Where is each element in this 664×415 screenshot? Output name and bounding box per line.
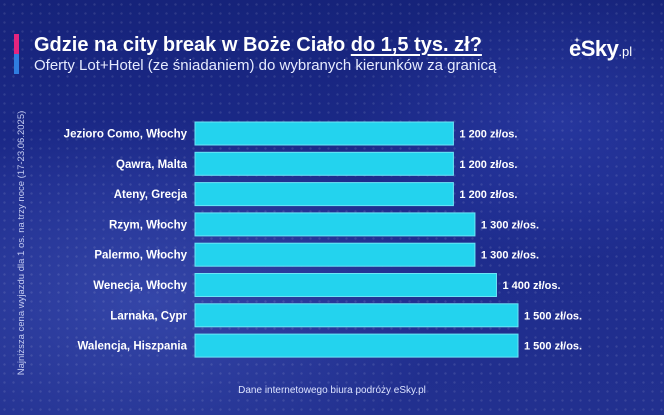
value-label-6: 1 500 zł/os. [524, 310, 582, 322]
source-note: Dane internetowego biura podróży eSky.pl [238, 385, 426, 396]
value-label-7: 1 500 zł/os. [524, 341, 582, 353]
esky-logo: eSky.pl [569, 36, 653, 62]
value-label-0: 1 200 zł/os. [459, 129, 517, 141]
value-label-2: 1 200 zł/os. [459, 189, 517, 201]
bar-2 [194, 182, 454, 207]
value-label-1: 1 200 zł/os. [459, 159, 517, 171]
bar-4 [194, 242, 476, 267]
bar-5 [194, 273, 497, 297]
bar-7 [194, 333, 519, 358]
category-label-0: Jezioro Como, Włochy [64, 129, 188, 141]
value-label-5: 1 400 zł/os. [502, 280, 560, 292]
category-label-5: Wenecja, Włochy [93, 280, 187, 292]
chart-subtitle: Oferty Lot+Hotel (ze śniadaniem) do wybr… [34, 57, 497, 74]
value-label-3: 1 300 zł/os. [481, 219, 539, 231]
bar-0 [194, 121, 454, 146]
chart-title: Gdzie na city break w Boże Ciało do 1,5 … [34, 33, 554, 57]
accent-stripe-pink [14, 34, 19, 54]
title-main: Gdzie na city break w Boże Ciało [34, 34, 351, 56]
category-label-3: Rzym, Włochy [109, 219, 188, 231]
accent-stripe-blue [14, 54, 19, 74]
title-highlight: do 1,5 tys. zł? [350, 34, 482, 56]
category-label-2: Ateny, Grecja [114, 189, 188, 201]
value-label-4: 1 300 zł/os. [481, 250, 539, 262]
logo-spark-icon [574, 37, 580, 43]
category-label-4: Palermo, Włochy [94, 250, 187, 262]
bar-1 [194, 151, 454, 176]
category-label-6: Larnaka, Cypr [110, 310, 187, 322]
category-label-7: Walencja, Hiszpania [78, 341, 188, 353]
bar-3 [194, 212, 476, 237]
logo-suffix: .pl [618, 44, 633, 59]
bar-6 [194, 303, 519, 328]
category-label-1: Qawra, Malta [116, 159, 188, 171]
